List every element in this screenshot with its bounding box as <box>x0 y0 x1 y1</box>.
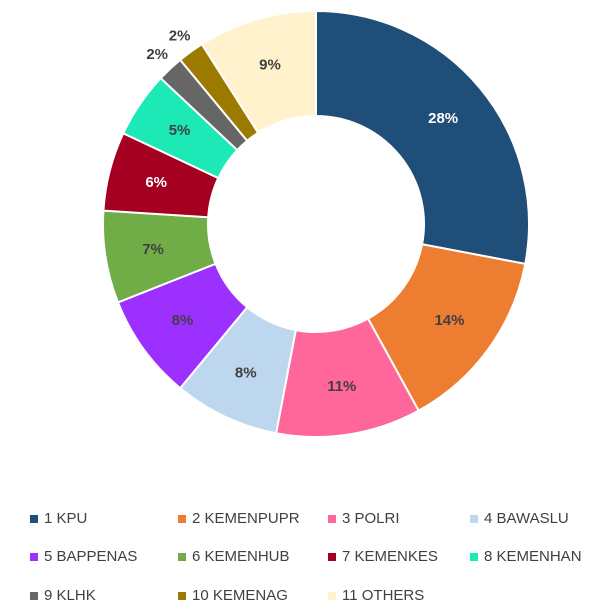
legend-label: 10 KEMENAG <box>192 587 288 604</box>
data-label: 8% <box>235 364 257 381</box>
donut-slice <box>315 9 530 266</box>
data-label: 8% <box>172 312 194 329</box>
legend-label: 1 KPU <box>44 510 87 527</box>
legend-swatch <box>470 553 478 561</box>
legend-swatch <box>30 553 38 561</box>
legend-label: 5 BAPPENAS <box>44 548 137 565</box>
data-label: 2% <box>146 46 168 63</box>
legend-swatch <box>328 553 336 561</box>
data-label: 11% <box>327 378 356 395</box>
legend-label: 2 KEMENPUPR <box>192 510 300 527</box>
legend-swatch <box>178 553 186 561</box>
data-label: 6% <box>145 174 167 191</box>
legend-swatch <box>470 515 478 523</box>
legend-swatch <box>30 515 38 523</box>
legend-swatch <box>178 592 186 600</box>
legend-swatch <box>178 515 186 523</box>
donut-slice <box>200 9 317 135</box>
data-label: 28% <box>428 110 458 127</box>
legend-label: 8 KEMENHAN <box>484 548 582 565</box>
legend-label: 9 KLHK <box>44 587 96 604</box>
data-label: 2% <box>169 27 191 44</box>
legend-swatch <box>328 515 336 523</box>
data-label: 9% <box>259 57 281 74</box>
legend-swatch <box>328 592 336 600</box>
legend-label: 11 OTHERS <box>342 587 424 604</box>
legend-label: 6 KEMENHUB <box>192 548 290 565</box>
legend-label: 7 KEMENKES <box>342 548 438 565</box>
legend-label: 3 POLRI <box>342 510 400 527</box>
data-label: 14% <box>434 312 464 329</box>
legend-swatch <box>30 592 38 600</box>
legend-label: 4 BAWASLU <box>484 510 569 527</box>
data-label: 5% <box>169 122 191 139</box>
data-label: 7% <box>142 241 164 258</box>
donut-slice <box>366 243 527 413</box>
